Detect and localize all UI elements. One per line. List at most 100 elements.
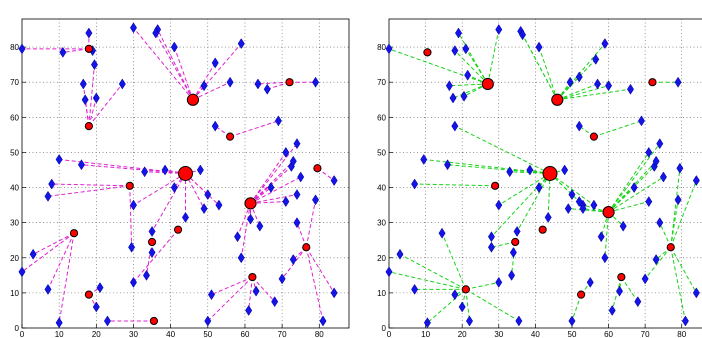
node-marker	[466, 315, 473, 327]
x-tick-label: 10	[421, 330, 430, 338]
node-marker	[152, 27, 160, 39]
link-line	[88, 64, 95, 127]
node-marker	[605, 80, 613, 92]
node-marker	[170, 182, 178, 194]
node-marker	[142, 269, 150, 281]
link-line	[465, 289, 470, 322]
node-marker	[330, 175, 338, 186]
y-tick-label: 60	[10, 113, 19, 122]
node-marker	[55, 153, 63, 165]
node-marker	[487, 241, 495, 253]
link-line	[516, 173, 551, 232]
node-marker	[215, 199, 223, 211]
y-tick-label: 80	[377, 43, 386, 52]
node-marker	[509, 247, 517, 258]
x-tick-label: 80	[315, 330, 324, 338]
link-line	[463, 83, 489, 97]
x-tick-label: 50	[568, 330, 577, 338]
cluster-head-marker	[666, 243, 675, 252]
node-marker	[293, 217, 301, 229]
node-marker	[274, 115, 282, 127]
node-marker	[245, 304, 253, 316]
link-line	[47, 232, 75, 290]
cluster-head-marker	[511, 237, 520, 247]
cluster-head-marker	[589, 132, 599, 141]
link-line	[88, 83, 123, 127]
cluster-head-marker	[538, 225, 547, 234]
node-marker	[692, 175, 700, 186]
node-marker	[211, 120, 219, 132]
node-marker	[148, 247, 156, 258]
link-line	[250, 176, 301, 204]
node-marker	[204, 189, 212, 201]
link-line	[388, 271, 466, 290]
node-marker	[451, 120, 459, 132]
link-line	[611, 276, 622, 311]
node-marker	[297, 171, 305, 183]
link-line	[522, 34, 558, 100]
node-marker	[18, 266, 26, 278]
y-tick-label: 10	[10, 289, 19, 298]
node-marker	[681, 315, 689, 327]
node-marker	[575, 71, 583, 83]
node-marker	[608, 304, 616, 316]
node-marker	[508, 269, 516, 281]
node-marker	[234, 231, 242, 243]
y-tick-label: 30	[10, 219, 19, 228]
node-marker	[55, 317, 63, 329]
node-marker	[59, 46, 67, 58]
node-marker	[282, 146, 290, 158]
cluster-head-marker	[551, 93, 564, 106]
link-line	[173, 46, 194, 100]
node-marker	[254, 78, 262, 90]
node-marker	[637, 115, 645, 127]
node-marker	[18, 43, 26, 55]
y-tick-label: 70	[10, 78, 19, 87]
node-marker	[659, 171, 667, 183]
cluster-head-marker	[69, 229, 79, 238]
link-line	[133, 229, 179, 283]
node-marker	[312, 194, 320, 206]
x-tick-label: 0	[20, 330, 25, 338]
node-marker	[226, 76, 234, 88]
node-marker	[590, 199, 598, 211]
link-line	[207, 276, 253, 322]
node-marker	[526, 164, 534, 176]
y-tick-label: 40	[377, 184, 386, 193]
link-line	[250, 152, 287, 204]
node-marker	[293, 189, 301, 201]
node-marker	[211, 57, 219, 69]
y-tick-label: 60	[377, 113, 386, 122]
link-line	[192, 81, 231, 101]
cluster-head-marker	[186, 93, 200, 106]
cluster-head-marker	[542, 166, 558, 181]
node-marker	[506, 166, 514, 178]
node-marker	[237, 38, 245, 50]
cluster-head-marker	[313, 164, 322, 173]
link-line	[582, 204, 609, 213]
node-marker	[44, 283, 52, 295]
node-marker	[566, 76, 574, 88]
node-marker	[129, 276, 137, 288]
node-marker	[601, 38, 609, 50]
link-line	[250, 203, 261, 227]
link-line	[47, 185, 130, 197]
node-marker	[29, 248, 37, 260]
link-line	[399, 253, 467, 290]
x-tick-label: 70	[278, 330, 287, 338]
node-marker	[451, 289, 459, 301]
link-line	[454, 125, 551, 174]
cluster-head-marker	[461, 285, 470, 294]
y-tick-label: 30	[377, 219, 386, 228]
link-line	[250, 201, 286, 204]
x-tick-label: 50	[203, 330, 212, 338]
link-line	[388, 48, 488, 85]
node-marker	[247, 213, 255, 225]
link-line	[252, 276, 276, 303]
node-marker	[423, 317, 431, 329]
x-tick-label: 20	[458, 330, 467, 338]
cluster-head-marker	[244, 197, 257, 210]
node-marker	[597, 231, 605, 243]
node-marker	[652, 254, 660, 265]
node-marker	[48, 178, 56, 190]
